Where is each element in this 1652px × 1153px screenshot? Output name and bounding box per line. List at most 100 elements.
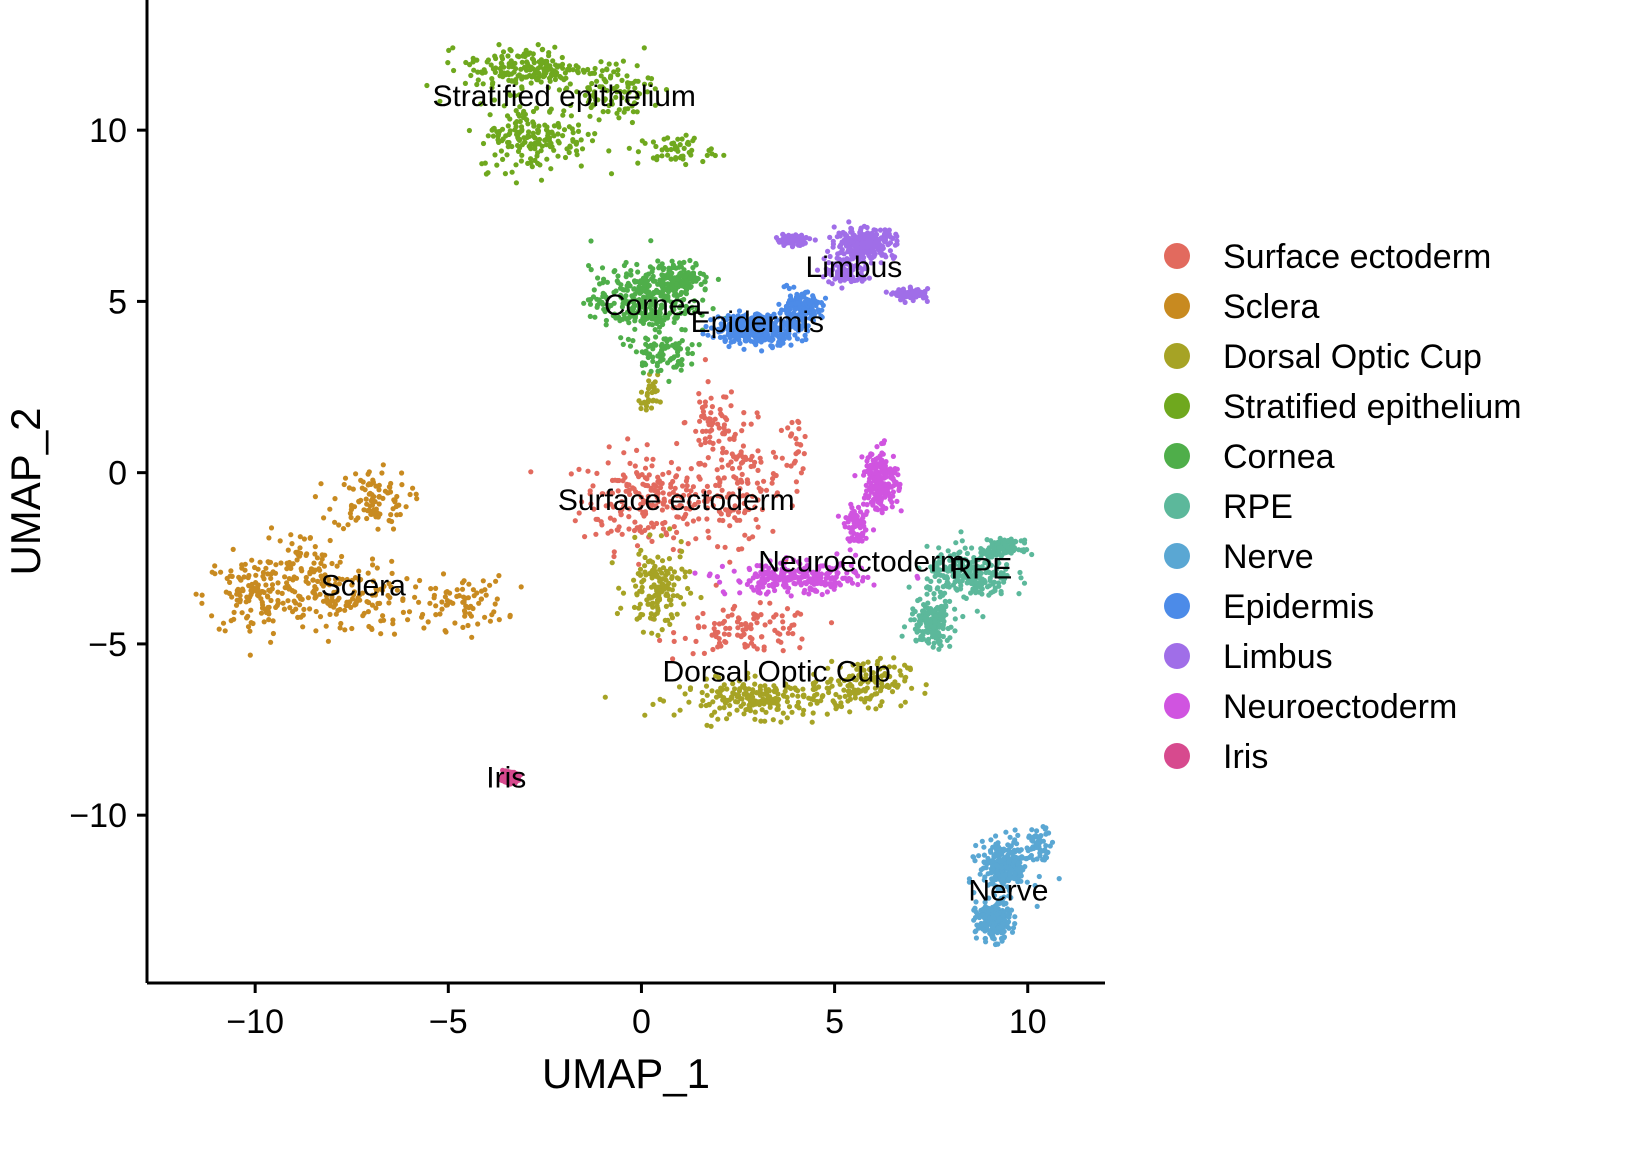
data-point — [746, 506, 752, 513]
data-point — [371, 507, 377, 513]
data-point — [659, 147, 665, 153]
data-point — [683, 487, 690, 493]
data-point — [437, 611, 443, 617]
data-point — [805, 297, 811, 304]
data-point — [656, 478, 663, 484]
data-point — [641, 304, 647, 310]
data-point — [742, 510, 748, 516]
data-point — [695, 276, 701, 282]
data-point — [602, 694, 608, 700]
data-point — [341, 481, 347, 488]
data-point — [671, 319, 677, 325]
data-point — [502, 171, 508, 177]
data-point — [369, 502, 376, 508]
data-point — [770, 699, 776, 706]
data-point — [721, 431, 728, 437]
data-point — [602, 96, 608, 102]
data-point — [762, 622, 768, 628]
data-point — [713, 673, 719, 679]
data-point — [589, 80, 595, 87]
data-point — [737, 465, 743, 471]
data-point — [889, 689, 896, 695]
data-point — [780, 692, 787, 698]
data-point — [928, 578, 934, 585]
data-point — [635, 269, 641, 275]
data-point — [652, 327, 658, 333]
data-point — [979, 838, 985, 844]
data-point — [439, 606, 445, 612]
data-point — [877, 666, 883, 672]
data-point — [630, 338, 636, 344]
data-point — [684, 521, 690, 527]
data-point — [636, 309, 642, 315]
data-point — [431, 595, 437, 601]
data-point — [522, 139, 528, 145]
data-point — [651, 482, 657, 488]
data-point — [690, 651, 696, 657]
data-point — [592, 65, 598, 72]
data-point — [485, 170, 491, 176]
data-point — [631, 604, 638, 611]
data-point — [914, 289, 920, 295]
data-point — [543, 142, 550, 148]
data-point — [292, 589, 298, 595]
data-point — [670, 546, 676, 553]
data-point — [380, 495, 386, 501]
data-point — [376, 501, 382, 507]
data-point — [528, 156, 534, 162]
data-point — [687, 685, 694, 691]
data-point — [663, 87, 670, 93]
data-point — [650, 398, 656, 404]
data-point — [687, 257, 693, 264]
data-point — [606, 148, 612, 154]
data-point — [688, 488, 694, 494]
data-point — [641, 577, 647, 583]
data-point — [767, 704, 773, 710]
data-point — [678, 298, 685, 304]
data-point — [662, 617, 668, 624]
data-point — [600, 293, 606, 299]
data-point — [746, 686, 752, 692]
data-point — [648, 368, 654, 374]
data-point — [771, 689, 778, 695]
data-point — [664, 281, 670, 287]
data-point — [920, 608, 926, 614]
data-point — [437, 98, 443, 104]
data-point — [634, 109, 640, 115]
data-point — [627, 80, 633, 86]
data-point — [364, 515, 370, 522]
data-point — [575, 128, 582, 134]
data-point — [507, 614, 513, 620]
data-point — [799, 291, 805, 297]
data-point — [819, 591, 825, 598]
data-point — [748, 421, 754, 427]
data-point — [994, 558, 1001, 564]
data-point — [600, 109, 606, 115]
data-point — [644, 456, 650, 462]
data-point — [691, 135, 697, 141]
data-point — [755, 448, 761, 454]
data-point — [498, 148, 504, 154]
data-point — [499, 126, 506, 132]
data-point — [625, 436, 631, 442]
data-point — [298, 614, 304, 620]
data-point — [575, 70, 581, 76]
data-point — [710, 699, 716, 705]
data-point — [925, 629, 931, 636]
data-point — [742, 621, 748, 628]
data-point — [365, 508, 371, 514]
data-point — [715, 544, 721, 550]
data-point — [307, 571, 313, 577]
data-point — [1040, 838, 1046, 844]
data-point — [729, 612, 735, 618]
data-point — [312, 551, 318, 557]
data-point — [779, 613, 785, 619]
data-point — [609, 560, 615, 566]
points-layer — [193, 42, 1062, 948]
data-point — [914, 629, 920, 635]
data-point — [689, 147, 695, 153]
data-point — [669, 587, 676, 593]
data-point — [650, 354, 656, 360]
data-point — [672, 485, 678, 491]
data-point — [901, 624, 908, 630]
